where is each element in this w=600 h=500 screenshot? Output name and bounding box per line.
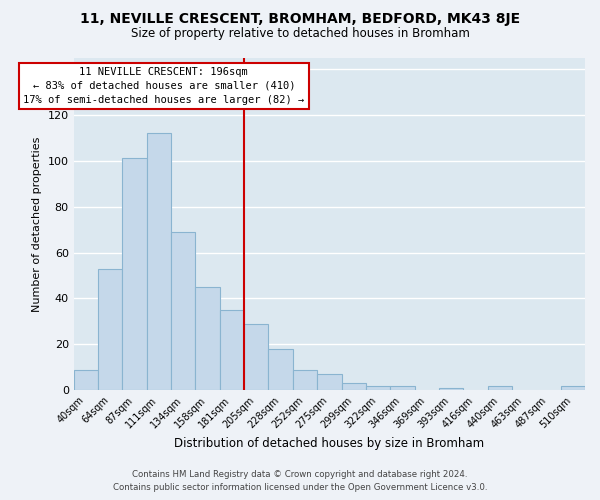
Text: 11, NEVILLE CRESCENT, BROMHAM, BEDFORD, MK43 8JE: 11, NEVILLE CRESCENT, BROMHAM, BEDFORD, … — [80, 12, 520, 26]
Bar — [244, 324, 268, 390]
Bar — [341, 384, 366, 390]
Bar — [196, 287, 220, 390]
Bar — [560, 386, 585, 390]
X-axis label: Distribution of detached houses by size in Bromham: Distribution of detached houses by size … — [174, 437, 484, 450]
Bar — [439, 388, 463, 390]
Bar — [98, 268, 122, 390]
Bar — [390, 386, 415, 390]
Bar — [317, 374, 341, 390]
Y-axis label: Number of detached properties: Number of detached properties — [32, 136, 42, 312]
Bar — [293, 370, 317, 390]
Bar — [122, 158, 147, 390]
Bar — [220, 310, 244, 390]
Text: 11 NEVILLE CRESCENT: 196sqm
← 83% of detached houses are smaller (410)
17% of se: 11 NEVILLE CRESCENT: 196sqm ← 83% of det… — [23, 66, 304, 104]
Bar — [366, 386, 390, 390]
Bar — [488, 386, 512, 390]
Bar — [268, 349, 293, 390]
Bar — [147, 133, 171, 390]
Bar — [171, 232, 196, 390]
Text: Contains HM Land Registry data © Crown copyright and database right 2024.
Contai: Contains HM Land Registry data © Crown c… — [113, 470, 487, 492]
Bar — [74, 370, 98, 390]
Text: Size of property relative to detached houses in Bromham: Size of property relative to detached ho… — [131, 28, 469, 40]
